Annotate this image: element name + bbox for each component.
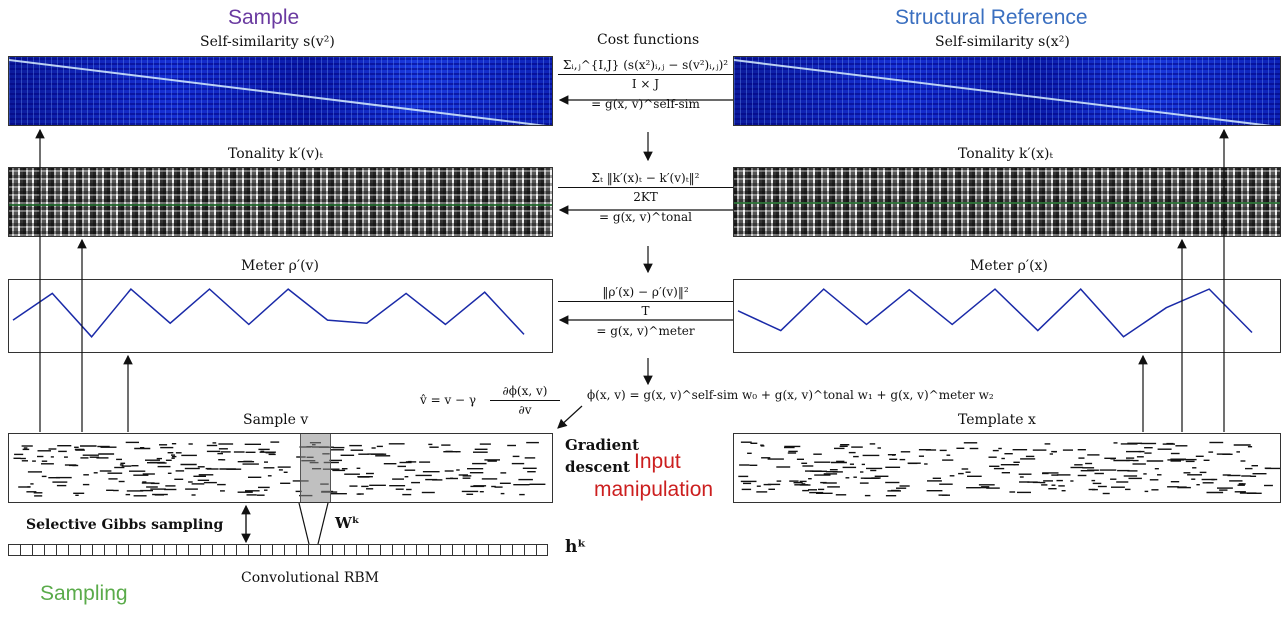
tonal-numerator: Σₜ ‖k′(x)ₜ − k′(v)ₜ‖²	[591, 171, 700, 185]
self-sim-denominator: I × J	[631, 77, 660, 91]
hidden-unit	[344, 544, 356, 556]
meter-denominator: T	[641, 304, 650, 318]
hidden-unit	[500, 544, 512, 556]
sampling-header: Sampling	[40, 582, 128, 605]
sample-header: Sample	[228, 6, 300, 29]
hidden-unit	[476, 544, 488, 556]
hidden-unit	[284, 544, 296, 556]
hidden-unit	[308, 544, 320, 556]
gradient-label-2: descent	[565, 458, 630, 476]
hidden-unit	[416, 544, 428, 556]
convolution-window	[300, 434, 331, 502]
right-self-similarity-heatmap	[733, 56, 1281, 126]
hidden-unit	[260, 544, 272, 556]
hidden-unit	[20, 544, 32, 556]
left-tonality-map	[8, 167, 553, 237]
hidden-unit	[128, 544, 140, 556]
hidden-unit	[164, 544, 176, 556]
left-self-similarity-label: Self-similarity s(v²)	[200, 34, 335, 50]
hidden-unit	[296, 544, 308, 556]
hk-label: hᵏ	[565, 537, 587, 557]
hidden-unit	[200, 544, 212, 556]
right-tonality-map	[733, 167, 1281, 237]
hidden-unit	[32, 544, 44, 556]
hidden-unit	[320, 544, 332, 556]
hidden-unit	[80, 544, 92, 556]
tonal-equation: = g(x, v)^tonal	[599, 210, 692, 224]
hidden-units-row	[8, 544, 548, 556]
phi-formula: ϕ(x, v) = g(x, v)^self-sim w₀ + g(x, v)^…	[587, 388, 994, 402]
hidden-unit	[368, 544, 380, 556]
template-x-pianoroll	[733, 433, 1281, 503]
self-sim-equation: = g(x, v)^self-sim	[591, 97, 700, 111]
hidden-unit	[44, 544, 56, 556]
gradient-label-1: Gradient	[565, 436, 639, 454]
right-tonality-label: Tonality k′(x)ₜ	[958, 146, 1053, 162]
update-numerator: ∂ϕ(x, v)	[502, 384, 548, 398]
sample-v-label: Sample v	[243, 412, 309, 428]
hidden-unit	[512, 544, 524, 556]
meter-cost: ‖ρ′(x) − ρ′(v)‖² T = g(x, v)^meter	[558, 285, 733, 338]
right-self-similarity-label: Self-similarity s(x²)	[935, 34, 1070, 50]
hidden-unit	[68, 544, 80, 556]
hidden-unit	[524, 544, 536, 556]
hidden-unit	[92, 544, 104, 556]
convolutional-rbm-label: Convolutional RBM	[241, 570, 379, 586]
tonal-cost: Σₜ ‖k′(x)ₜ − k′(v)ₜ‖² 2KT = g(x, v)^tona…	[558, 171, 733, 224]
hidden-unit	[140, 544, 152, 556]
hidden-unit	[104, 544, 116, 556]
left-meter-plot	[8, 279, 553, 353]
hidden-unit	[116, 544, 128, 556]
hidden-unit	[488, 544, 500, 556]
hidden-unit	[428, 544, 440, 556]
update-denominator: ∂v	[518, 403, 532, 417]
hidden-unit	[236, 544, 248, 556]
left-self-similarity-heatmap	[8, 56, 553, 126]
hidden-unit	[152, 544, 164, 556]
hidden-unit	[356, 544, 368, 556]
hidden-unit	[464, 544, 476, 556]
hidden-unit	[248, 544, 260, 556]
self-sim-cost: Σᵢ,ⱼ^{I,J} (s(x²)ᵢ,ⱼ − s(v²)ᵢ,ⱼ)² I × J …	[558, 58, 733, 111]
hidden-unit	[452, 544, 464, 556]
update-rule-lhs: v̂ = v − γ	[420, 393, 477, 407]
self-sim-numerator: Σᵢ,ⱼ^{I,J} (s(x²)ᵢ,ⱼ − s(v²)ᵢ,ⱼ)²	[562, 58, 729, 72]
meter-numerator: ‖ρ′(x) − ρ′(v)‖²	[602, 285, 689, 299]
meter-equation: = g(x, v)^meter	[596, 324, 695, 338]
input-manipulation-label-1: Input	[634, 450, 681, 473]
cost-functions-title: Cost functions	[597, 32, 700, 48]
structural-reference-header: Structural Reference	[895, 6, 1088, 29]
right-meter-plot	[733, 279, 1281, 353]
hidden-unit	[8, 544, 20, 556]
hidden-unit	[392, 544, 404, 556]
left-meter-line	[12, 288, 525, 338]
hidden-unit	[224, 544, 236, 556]
hidden-unit	[332, 544, 344, 556]
left-tonality-label: Tonality k′(v)ₜ	[228, 146, 323, 162]
right-meter-label: Meter ρ′(x)	[970, 258, 1048, 274]
right-meter-line	[737, 288, 1253, 338]
sample-v-pianoroll	[8, 433, 553, 503]
left-meter-label: Meter ρ′(v)	[241, 258, 319, 274]
tonal-denominator: 2KT	[633, 190, 658, 204]
hidden-unit	[440, 544, 452, 556]
hidden-unit	[404, 544, 416, 556]
wk-label: Wᵏ	[335, 514, 360, 532]
hidden-unit	[176, 544, 188, 556]
hidden-unit	[380, 544, 392, 556]
hidden-unit	[56, 544, 68, 556]
template-x-label: Template x	[958, 412, 1036, 428]
gibbs-sampling-label: Selective Gibbs sampling	[26, 517, 224, 533]
hidden-unit	[536, 544, 548, 556]
hidden-unit	[272, 544, 284, 556]
hidden-unit	[188, 544, 200, 556]
input-manipulation-label-2: manipulation	[594, 478, 714, 501]
hidden-unit	[212, 544, 224, 556]
update-rule-fraction: ∂ϕ(x, v) ∂v	[490, 384, 560, 417]
